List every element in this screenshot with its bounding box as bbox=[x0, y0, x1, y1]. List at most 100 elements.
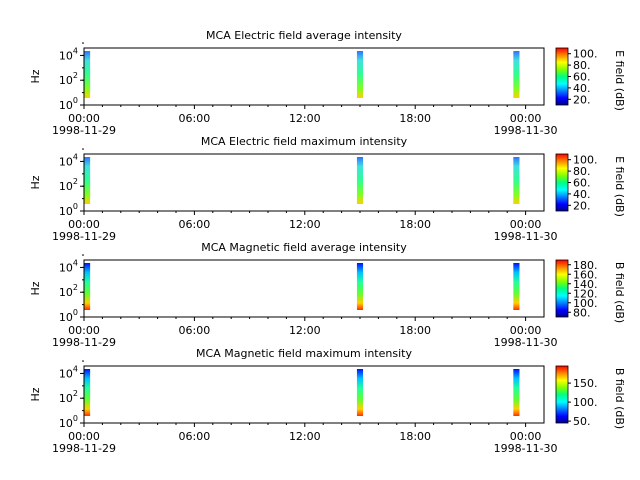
y-tick-label: 104 bbox=[59, 364, 78, 380]
x-date-label: 1998-11-29 bbox=[52, 230, 116, 243]
y-tick-label: 100 bbox=[59, 308, 78, 324]
plot-area bbox=[84, 154, 544, 211]
spectral-burst-1 bbox=[84, 263, 91, 310]
x-tick-label: 18:00 bbox=[399, 218, 431, 231]
x-tick-label: 06:00 bbox=[179, 430, 211, 443]
x-date-label: 1998-11-30 bbox=[494, 336, 558, 349]
plot-area bbox=[84, 260, 544, 317]
plot-frame bbox=[83, 365, 545, 424]
spectral-burst-1 bbox=[84, 369, 91, 416]
x-tick-label: 12:00 bbox=[289, 218, 321, 231]
colorbar-tick-label: 20. bbox=[573, 199, 591, 212]
y-axis-label: Hz bbox=[29, 175, 42, 189]
y-tick-label: 102 bbox=[59, 389, 78, 405]
y-tick-label: 104 bbox=[59, 258, 78, 274]
x-tick-label: 18:00 bbox=[399, 430, 431, 443]
x-tick-label: 00:00 bbox=[510, 218, 542, 231]
colorbar-tick-label: 50. bbox=[573, 415, 591, 428]
chart-title: MCA Magnetic field average intensity bbox=[201, 241, 407, 254]
spectral-burst-3 bbox=[513, 263, 520, 310]
chart-panel-3: MCA Magnetic field average intensity 100 1… bbox=[29, 241, 626, 349]
y-tick-label: 104 bbox=[59, 46, 78, 62]
x-tick-label: 00:00 bbox=[68, 324, 100, 337]
spectral-burst-3 bbox=[513, 157, 520, 204]
spectral-burst-1 bbox=[84, 157, 91, 204]
colorbar-label: E field (dB) bbox=[613, 50, 626, 111]
colorbar bbox=[555, 365, 569, 424]
colorbar-tick-label: 120. bbox=[573, 287, 598, 300]
x-tick-label: 12:00 bbox=[289, 430, 321, 443]
colorbar-tick-label: 160. bbox=[573, 268, 598, 281]
spectral-burst-2 bbox=[356, 263, 364, 310]
y-tick-label: 102 bbox=[59, 71, 78, 87]
colorbar bbox=[555, 153, 569, 212]
y-axis-label: Hz bbox=[29, 69, 42, 83]
x-tick-label: 00:00 bbox=[68, 218, 100, 231]
chart-title: MCA Magnetic field maximum intensity bbox=[196, 347, 412, 360]
x-tick-label: 06:00 bbox=[179, 324, 211, 337]
colorbar-tick-label: 80. bbox=[573, 59, 591, 72]
y-axis-label: Hz bbox=[29, 281, 42, 295]
x-tick-label: 00:00 bbox=[68, 430, 100, 443]
x-date-label: 1998-11-29 bbox=[52, 442, 116, 455]
y-tick-label: 104 bbox=[59, 152, 78, 168]
spectral-burst-2 bbox=[356, 51, 364, 98]
spectral-burst-3 bbox=[513, 369, 520, 416]
chart-panel-2: MCA Electric field maximum intensity 100 1… bbox=[29, 135, 626, 243]
y-tick-label: 100 bbox=[59, 202, 78, 218]
y-tick-label: 102 bbox=[59, 177, 78, 193]
colorbar-tick-label: 180. bbox=[573, 259, 598, 272]
colorbar-tick-label: 100. bbox=[573, 154, 598, 167]
colorbar-tick-label: 80. bbox=[573, 306, 591, 319]
plot-area bbox=[84, 366, 544, 423]
plot-frame bbox=[83, 47, 545, 106]
colorbar-tick-label: 20. bbox=[573, 93, 591, 106]
colorbar-label: B field (dB) bbox=[613, 368, 626, 429]
colorbar-label: B field (dB) bbox=[613, 262, 626, 323]
x-tick-label: 00:00 bbox=[510, 112, 542, 125]
y-tick-label: 100 bbox=[59, 414, 78, 430]
y-axis-label: Hz bbox=[29, 387, 42, 401]
colorbar-tick-label: 150. bbox=[573, 377, 598, 390]
x-date-label: 1998-11-30 bbox=[494, 124, 558, 137]
y-tick-label: 102 bbox=[59, 283, 78, 299]
colorbar bbox=[555, 47, 569, 106]
x-date-label: 1998-11-30 bbox=[494, 442, 558, 455]
x-tick-label: 18:00 bbox=[399, 112, 431, 125]
colorbar-tick-label: 40. bbox=[573, 188, 591, 201]
colorbar-tick-label: 100. bbox=[573, 297, 598, 310]
chart-title: MCA Electric field maximum intensity bbox=[201, 135, 408, 148]
spectral-burst-1 bbox=[84, 51, 91, 98]
colorbar-tick-label: 100. bbox=[573, 48, 598, 61]
colorbar-tick-label: 60. bbox=[573, 177, 591, 190]
x-tick-label: 18:00 bbox=[399, 324, 431, 337]
y-tick-label: 100 bbox=[59, 96, 78, 112]
colorbar bbox=[555, 259, 569, 318]
plot-area bbox=[84, 48, 544, 105]
colorbar-tick-label: 140. bbox=[573, 278, 598, 291]
chart-panel-4: MCA Magnetic field maximum intensity 100 1… bbox=[29, 347, 626, 455]
colorbar-tick-label: 100. bbox=[573, 396, 598, 409]
x-tick-label: 06:00 bbox=[179, 112, 211, 125]
plot-frame bbox=[83, 153, 545, 212]
chart-panel-1: MCA Electric field average intensity 100 1… bbox=[29, 29, 626, 137]
spectral-burst-2 bbox=[356, 369, 364, 416]
colorbar-label: E field (dB) bbox=[613, 156, 626, 217]
x-tick-label: 00:00 bbox=[68, 112, 100, 125]
x-tick-label: 12:00 bbox=[289, 112, 321, 125]
x-tick-label: 06:00 bbox=[179, 218, 211, 231]
colorbar-tick-label: 60. bbox=[573, 71, 591, 84]
colorbar-tick-label: 80. bbox=[573, 165, 591, 178]
plot-frame bbox=[83, 259, 545, 318]
chart-title: MCA Electric field average intensity bbox=[206, 29, 402, 42]
x-tick-label: 12:00 bbox=[289, 324, 321, 337]
spectral-burst-3 bbox=[513, 51, 520, 98]
x-date-label: 1998-11-29 bbox=[52, 336, 116, 349]
spectral-burst-2 bbox=[356, 157, 364, 204]
colorbar-tick-label: 40. bbox=[573, 82, 591, 95]
x-tick-label: 00:00 bbox=[510, 430, 542, 443]
x-date-label: 1998-11-29 bbox=[52, 124, 116, 137]
x-date-label: 1998-11-30 bbox=[494, 230, 558, 243]
x-tick-label: 00:00 bbox=[510, 324, 542, 337]
